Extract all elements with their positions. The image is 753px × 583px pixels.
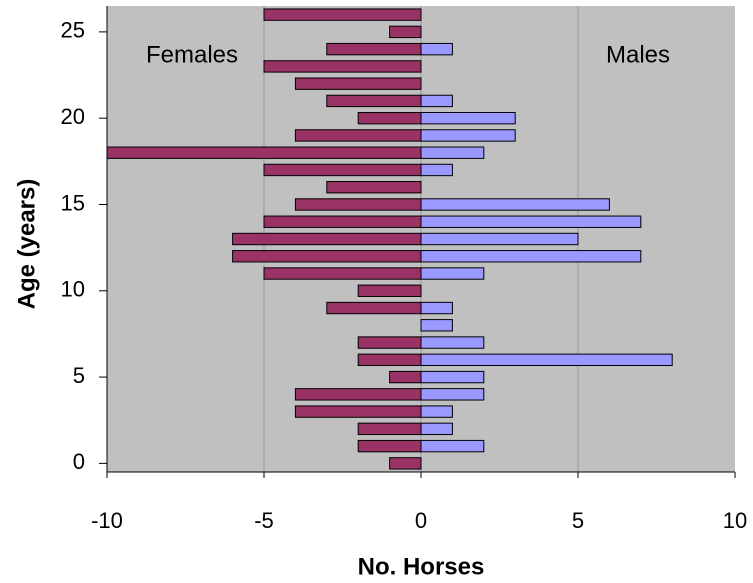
bar	[294, 198, 422, 211]
bar	[326, 94, 422, 108]
x-axis-label: No. Horses	[358, 553, 485, 580]
bar	[420, 163, 453, 177]
bar	[263, 267, 422, 280]
bar	[389, 25, 422, 39]
bar	[294, 77, 422, 90]
x-tick-label: -10	[91, 508, 123, 533]
bar	[420, 42, 453, 56]
bar	[326, 301, 422, 315]
bar	[357, 336, 422, 349]
x-tick-label: 5	[572, 508, 584, 533]
bar	[420, 336, 485, 349]
y-tick-label: 10	[61, 277, 85, 302]
bar	[420, 422, 453, 436]
bar	[420, 439, 485, 453]
bar	[357, 422, 422, 436]
bar	[263, 8, 422, 21]
bar	[357, 111, 422, 125]
y-tick-label: 5	[73, 363, 85, 388]
bar	[357, 284, 422, 297]
bar	[420, 319, 453, 332]
bar	[420, 129, 516, 142]
y-tick-label: 25	[61, 18, 85, 43]
y-tick-label: 0	[73, 449, 85, 474]
x-tick-label: -5	[254, 508, 274, 533]
bar	[263, 60, 422, 73]
bar	[420, 353, 673, 367]
bar	[294, 129, 422, 142]
bar	[106, 146, 422, 159]
bar	[420, 146, 485, 159]
bar	[326, 181, 422, 194]
bar	[420, 111, 516, 125]
bar	[420, 267, 485, 280]
bar	[294, 405, 422, 418]
bar	[420, 94, 453, 108]
bar	[420, 215, 642, 228]
series-annotation: Females	[146, 41, 238, 68]
bar	[357, 353, 422, 367]
bar	[420, 198, 610, 211]
y-tick-label: 20	[61, 104, 85, 129]
bar	[232, 232, 422, 246]
bar	[294, 388, 422, 401]
bar	[389, 370, 422, 384]
bar	[420, 301, 453, 315]
series-annotation: Males	[606, 41, 670, 68]
bar	[263, 163, 422, 177]
y-axis-label: Age (years)	[13, 179, 40, 310]
bar	[357, 439, 422, 453]
bar	[326, 42, 422, 56]
bar	[420, 232, 579, 246]
bar	[389, 457, 422, 470]
bar	[420, 370, 485, 384]
y-tick-label: 15	[61, 190, 85, 215]
bar	[420, 250, 642, 263]
bar	[420, 405, 453, 418]
x-tick-label: 10	[723, 508, 747, 533]
bar	[420, 388, 485, 401]
bar	[263, 215, 422, 228]
x-tick-label: 0	[415, 508, 427, 533]
bar	[232, 250, 422, 263]
